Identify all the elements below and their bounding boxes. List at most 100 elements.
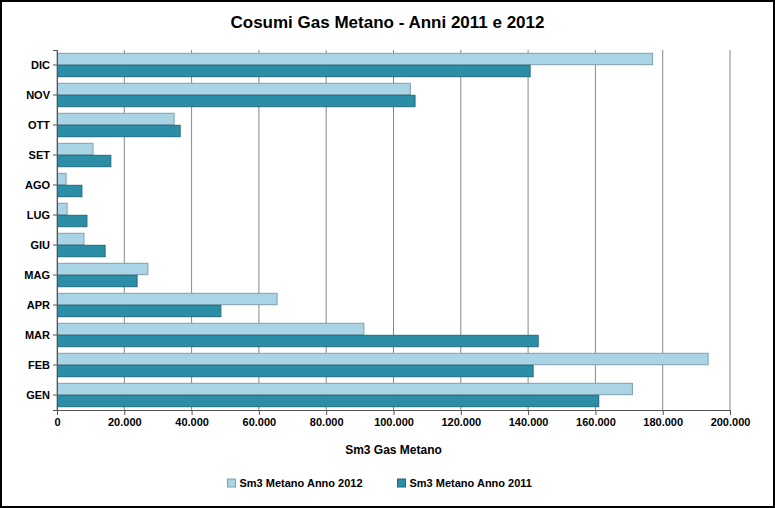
tick-mark (53, 395, 57, 396)
tick-mark (53, 125, 57, 126)
tick: 20.000 (108, 410, 142, 428)
legend: Sm3 Metano Anno 2012 Sm3 Metano Anno 2011 (228, 477, 532, 489)
tick-label: APR (27, 299, 50, 311)
tick-label: MAG (24, 269, 50, 281)
axis-line (58, 411, 731, 416)
grid-line (730, 50, 731, 410)
bar (57, 53, 653, 64)
tick: 140.000 (509, 410, 549, 428)
tick-mark (528, 410, 529, 415)
bar (57, 335, 538, 346)
bar (57, 305, 221, 316)
legend-label: Sm3 Metano Anno 2011 (410, 477, 532, 489)
tick-label: SET (29, 149, 51, 161)
tick-label: 120.000 (441, 416, 481, 428)
tick-label: LUG (27, 209, 50, 221)
tick: SET (29, 149, 57, 161)
tick-mark (192, 410, 193, 415)
tick: LUG (27, 209, 57, 221)
tick-label: 200.000 (711, 416, 751, 428)
series (57, 65, 599, 406)
bar (57, 215, 87, 226)
tick-label: 180.000 (643, 416, 683, 428)
grid (57, 50, 730, 410)
tick: 80.000 (310, 410, 344, 428)
bar (57, 143, 93, 154)
tick: DIC (31, 59, 57, 71)
legend-swatch (398, 479, 406, 487)
tick-label: DIC (31, 59, 50, 71)
bar (57, 185, 82, 196)
tick-mark (259, 410, 260, 415)
tick-mark (53, 365, 57, 366)
series (57, 53, 708, 394)
tick-label: GIU (30, 239, 50, 251)
tick-mark (730, 410, 731, 415)
tick-mark (394, 410, 395, 415)
tick-label: 160.000 (576, 416, 616, 428)
tick-mark (53, 245, 57, 246)
tick: 100.000 (374, 410, 414, 428)
tick-mark (663, 410, 664, 415)
tick-label: 0 (54, 416, 60, 428)
tick-label: FEB (28, 359, 50, 371)
bar (57, 365, 533, 376)
tick-mark (326, 410, 327, 415)
tick-label: GEN (26, 389, 50, 401)
tick-label: NOV (26, 89, 51, 101)
bar (57, 173, 66, 184)
x-axis: 0 20.000 40.000 60.000 80.000 100.000 120.000 1… (54, 410, 750, 428)
tick-mark (53, 335, 57, 336)
tick: NOV (26, 89, 57, 101)
tick-label: 100.000 (374, 416, 414, 428)
tick-label: 80.000 (310, 416, 344, 428)
tick: 0 (54, 410, 60, 428)
axis-title: Sm3 Gas Metano (345, 443, 442, 457)
tick: MAR (25, 329, 57, 341)
bar (57, 113, 174, 124)
legend-item: Sm3 Metano Anno 2012 (228, 477, 363, 489)
tick: GIU (30, 239, 57, 251)
legend-item: Sm3 Metano Anno 2011 (398, 477, 532, 489)
title: Cosumi Gas Metano - Anni 2011 e 2012 (231, 13, 545, 32)
tick: 40.000 (175, 410, 209, 428)
tick-label: 20.000 (108, 416, 142, 428)
tick-label: 140.000 (509, 416, 549, 428)
bar (57, 155, 111, 166)
bar (57, 395, 599, 406)
bar (57, 353, 708, 364)
tick: GEN (26, 389, 57, 401)
tick: 180.000 (643, 410, 683, 428)
tick: OTT (28, 119, 57, 131)
bar (57, 203, 67, 214)
tick: APR (27, 299, 57, 311)
tick-mark (124, 410, 125, 415)
bar (57, 65, 530, 76)
plot: 0 20.000 40.000 60.000 80.000 100.000 120.000 1… (24, 50, 750, 428)
bar (57, 125, 180, 136)
tick-mark (53, 305, 57, 306)
axis-line (53, 51, 58, 411)
y-axis: GEN FEB MAR APR MAG GIU LUG AGO SET OTT NOV DIC (24, 51, 57, 411)
tick-label: AGO (25, 179, 51, 191)
bar (57, 245, 105, 256)
tick: FEB (28, 359, 57, 371)
bar (57, 83, 410, 94)
legend-label: Sm3 Metano Anno 2012 (240, 477, 363, 489)
bar (57, 323, 364, 334)
tick: 120.000 (441, 410, 481, 428)
legend-swatch (228, 479, 236, 487)
tick: 60.000 (243, 410, 277, 428)
bars (57, 53, 708, 406)
tick-label: 60.000 (243, 416, 277, 428)
bar (57, 263, 148, 274)
tick: MAG (24, 269, 57, 281)
chart-frame (1, 1, 774, 507)
bar (57, 275, 137, 286)
tick-mark (53, 185, 57, 186)
bar (57, 293, 277, 304)
tick-mark (53, 275, 57, 276)
tick: 200.000 (711, 410, 751, 428)
tick-mark (53, 65, 57, 66)
tick-mark (53, 215, 57, 216)
